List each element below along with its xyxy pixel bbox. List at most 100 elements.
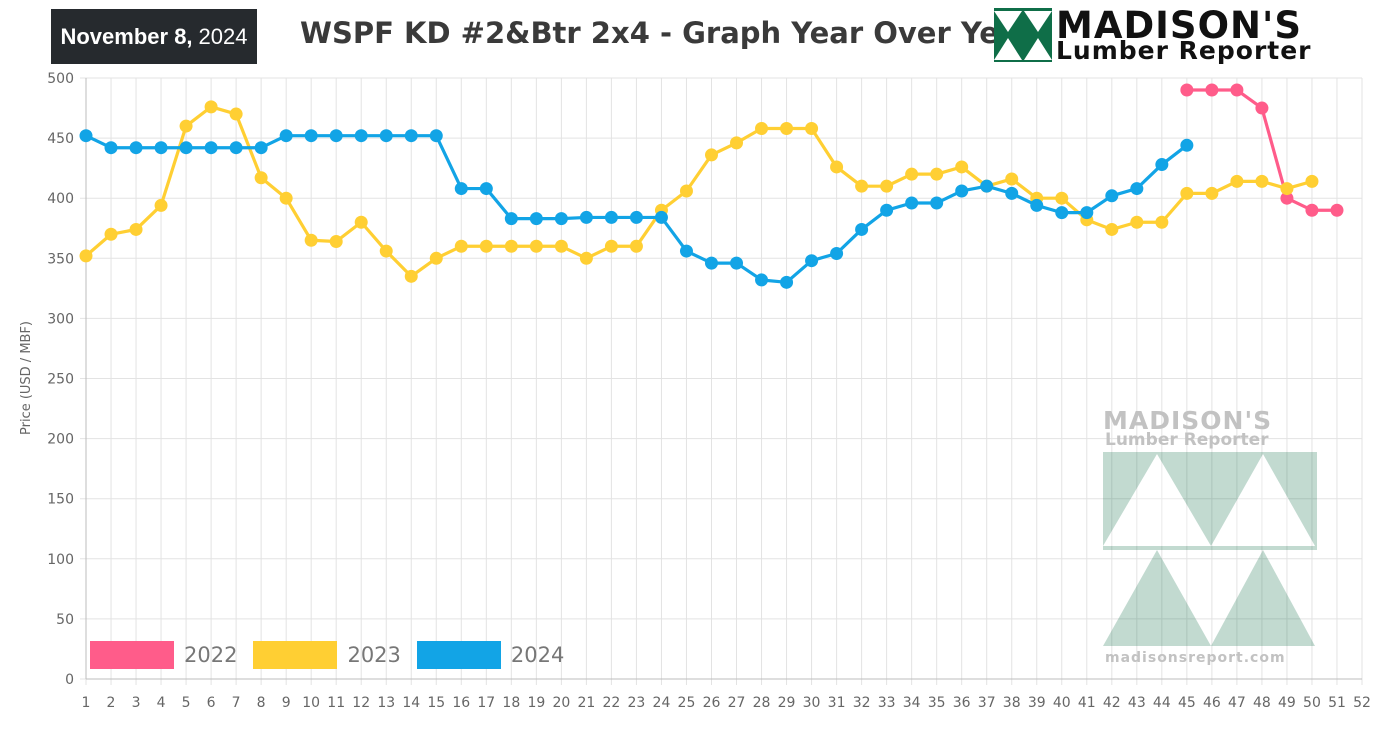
data-point-2024[interactable] — [1080, 206, 1094, 220]
data-point-2023[interactable] — [454, 239, 468, 253]
data-point-2023[interactable] — [554, 239, 568, 253]
data-point-2024[interactable] — [429, 129, 443, 143]
data-point-2024[interactable] — [329, 129, 343, 143]
data-point-2023[interactable] — [379, 244, 393, 258]
data-point-2024[interactable] — [204, 141, 218, 155]
data-point-2022[interactable] — [1205, 83, 1219, 97]
data-point-2024[interactable] — [629, 210, 643, 224]
data-point-2024[interactable] — [855, 222, 869, 236]
data-point-2024[interactable] — [1005, 186, 1019, 200]
data-point-2024[interactable] — [79, 129, 93, 143]
data-point-2023[interactable] — [830, 160, 844, 174]
data-point-2023[interactable] — [905, 167, 919, 181]
data-point-2024[interactable] — [730, 256, 744, 270]
data-point-2024[interactable] — [454, 182, 468, 196]
data-point-2024[interactable] — [830, 246, 844, 260]
data-point-2024[interactable] — [704, 256, 718, 270]
data-point-2023[interactable] — [629, 239, 643, 253]
data-point-2024[interactable] — [1030, 198, 1044, 212]
data-point-2023[interactable] — [1280, 182, 1294, 196]
data-point-2023[interactable] — [805, 121, 819, 135]
data-point-2023[interactable] — [604, 239, 618, 253]
data-point-2023[interactable] — [129, 222, 143, 236]
data-point-2024[interactable] — [805, 254, 819, 268]
data-point-2023[interactable] — [1130, 215, 1144, 229]
data-point-2024[interactable] — [479, 182, 493, 196]
data-point-2022[interactable] — [1180, 83, 1194, 97]
data-point-2024[interactable] — [604, 210, 618, 224]
data-point-2023[interactable] — [154, 198, 168, 212]
legend-item-2022[interactable]: 2022 — [90, 641, 237, 669]
data-point-2024[interactable] — [579, 210, 593, 224]
data-point-2024[interactable] — [880, 203, 894, 217]
data-point-2023[interactable] — [1155, 215, 1169, 229]
data-point-2023[interactable] — [1005, 172, 1019, 186]
data-point-2023[interactable] — [254, 171, 268, 185]
data-point-2023[interactable] — [79, 249, 93, 263]
data-point-2024[interactable] — [279, 129, 293, 143]
data-point-2022[interactable] — [1330, 203, 1344, 217]
data-point-2023[interactable] — [755, 121, 769, 135]
data-point-2023[interactable] — [930, 167, 944, 181]
data-point-2024[interactable] — [1130, 182, 1144, 196]
data-point-2023[interactable] — [730, 136, 744, 150]
data-point-2023[interactable] — [579, 251, 593, 265]
data-point-2024[interactable] — [129, 141, 143, 155]
data-point-2024[interactable] — [930, 196, 944, 210]
data-point-2023[interactable] — [855, 179, 869, 193]
data-point-2024[interactable] — [1155, 158, 1169, 172]
data-point-2024[interactable] — [780, 275, 794, 289]
data-point-2024[interactable] — [755, 273, 769, 287]
data-point-2024[interactable] — [229, 141, 243, 155]
data-point-2023[interactable] — [329, 234, 343, 248]
data-point-2022[interactable] — [1305, 203, 1319, 217]
data-point-2023[interactable] — [279, 191, 293, 205]
data-point-2023[interactable] — [229, 107, 243, 121]
data-point-2022[interactable] — [1255, 101, 1269, 115]
data-point-2023[interactable] — [479, 239, 493, 253]
data-point-2023[interactable] — [304, 233, 318, 247]
data-point-2023[interactable] — [780, 121, 794, 135]
data-point-2024[interactable] — [304, 129, 318, 143]
data-point-2023[interactable] — [354, 215, 368, 229]
data-point-2024[interactable] — [179, 141, 193, 155]
data-point-2024[interactable] — [1055, 206, 1069, 220]
data-point-2023[interactable] — [1305, 174, 1319, 188]
data-point-2023[interactable] — [404, 269, 418, 283]
data-point-2023[interactable] — [1105, 222, 1119, 236]
data-point-2023[interactable] — [1255, 174, 1269, 188]
data-point-2024[interactable] — [679, 244, 693, 258]
data-point-2023[interactable] — [955, 160, 969, 174]
data-point-2022[interactable] — [1280, 191, 1294, 205]
data-point-2023[interactable] — [679, 184, 693, 198]
data-point-2024[interactable] — [554, 212, 568, 226]
data-point-2024[interactable] — [379, 129, 393, 143]
data-point-2023[interactable] — [1180, 186, 1194, 200]
data-point-2024[interactable] — [254, 141, 268, 155]
data-point-2023[interactable] — [204, 100, 218, 114]
legend-item-2024[interactable]: 2024 — [416, 641, 564, 669]
data-point-2024[interactable] — [504, 212, 518, 226]
data-point-2023[interactable] — [529, 239, 543, 253]
data-point-2024[interactable] — [1180, 138, 1194, 152]
data-point-2024[interactable] — [154, 141, 168, 155]
legend-item-2023[interactable]: 2023 — [253, 641, 401, 669]
data-point-2023[interactable] — [1055, 191, 1069, 205]
data-point-2024[interactable] — [654, 210, 668, 224]
data-point-2024[interactable] — [104, 141, 118, 155]
data-point-2024[interactable] — [529, 212, 543, 226]
data-point-2023[interactable] — [179, 119, 193, 133]
data-point-2024[interactable] — [955, 184, 969, 198]
data-point-2023[interactable] — [1230, 174, 1244, 188]
data-point-2024[interactable] — [1105, 189, 1119, 203]
data-point-2023[interactable] — [880, 179, 894, 193]
data-point-2023[interactable] — [704, 148, 718, 162]
data-point-2023[interactable] — [1205, 186, 1219, 200]
data-point-2024[interactable] — [980, 179, 994, 193]
data-point-2023[interactable] — [429, 251, 443, 265]
data-point-2024[interactable] — [905, 196, 919, 210]
data-point-2022[interactable] — [1230, 83, 1244, 97]
data-point-2023[interactable] — [104, 227, 118, 241]
data-point-2024[interactable] — [404, 129, 418, 143]
data-point-2024[interactable] — [354, 129, 368, 143]
